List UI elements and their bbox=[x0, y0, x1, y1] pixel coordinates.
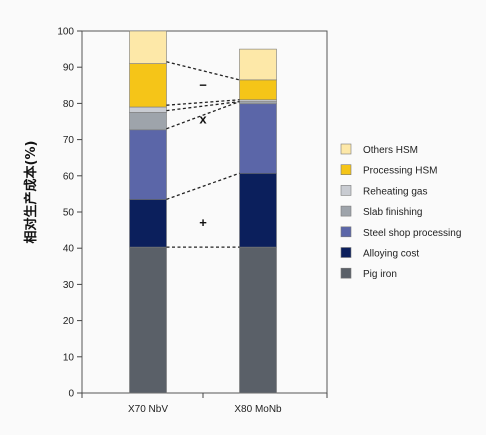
legend-label: Slab finishing bbox=[363, 207, 422, 218]
legend-swatch bbox=[340, 205, 352, 217]
legend-label: Alloying cost bbox=[363, 249, 419, 260]
bar-segment-slab-finishing bbox=[129, 112, 167, 131]
bar-segment-others-hsm bbox=[239, 48, 277, 81]
x-category-label: X80 MoNb bbox=[234, 404, 282, 415]
legend-swatch bbox=[340, 226, 352, 238]
bar-segment-steel-shop-processing bbox=[129, 129, 167, 200]
bar-segment-alloying-cost bbox=[239, 172, 277, 248]
y-tick-label: 20 bbox=[63, 316, 75, 327]
y-tick-label: 60 bbox=[63, 171, 75, 182]
y-tick-label: 10 bbox=[63, 352, 75, 363]
annotation-label: x bbox=[199, 112, 207, 127]
bar-segment-others-hsm bbox=[129, 30, 167, 64]
bar-segment-alloying-cost bbox=[129, 199, 167, 248]
connector-line bbox=[166, 99, 240, 106]
legend-label: Others HSM bbox=[363, 145, 418, 156]
bar-segment-slab-finishing bbox=[239, 101, 277, 105]
y-tick-label: 0 bbox=[68, 389, 74, 400]
annotation-label: − bbox=[199, 77, 207, 92]
legend-swatch bbox=[340, 164, 352, 175]
legend-swatch bbox=[340, 185, 352, 196]
bar-segment-processing-hsm bbox=[129, 63, 167, 108]
y-tick-label: 30 bbox=[63, 280, 75, 291]
y-tick-label: 40 bbox=[63, 244, 75, 255]
legend-label: Steel shop processing bbox=[363, 228, 461, 239]
y-axis-label: 相对生产成本(%) bbox=[23, 141, 39, 244]
legend-label: Processing HSM bbox=[363, 166, 437, 177]
connector-line bbox=[166, 61, 240, 81]
legend-swatch bbox=[340, 247, 352, 258]
legend-swatch bbox=[340, 267, 352, 279]
annotation-label: + bbox=[199, 215, 207, 230]
bar-segment-processing-hsm bbox=[239, 79, 277, 101]
legend-label: Pig iron bbox=[363, 269, 397, 280]
bar-segment-pig-iron bbox=[129, 246, 167, 394]
y-tick-label: 90 bbox=[63, 63, 75, 74]
y-tick-label: 70 bbox=[63, 135, 75, 146]
y-tick-label: 100 bbox=[57, 27, 74, 38]
bar-segment-pig-iron bbox=[239, 246, 277, 394]
x-category-label: X70 NbV bbox=[128, 404, 168, 415]
bar-segment-steel-shop-processing bbox=[239, 103, 277, 174]
connector-line bbox=[166, 172, 240, 200]
connector-line bbox=[166, 100, 240, 112]
legend-swatch bbox=[340, 143, 352, 155]
y-tick-label: 50 bbox=[63, 208, 75, 219]
y-tick-label: 80 bbox=[63, 99, 75, 110]
legend-label: Reheating gas bbox=[363, 186, 428, 197]
connector-line bbox=[166, 100, 240, 130]
bar-segment-reheating-gas bbox=[129, 106, 167, 113]
